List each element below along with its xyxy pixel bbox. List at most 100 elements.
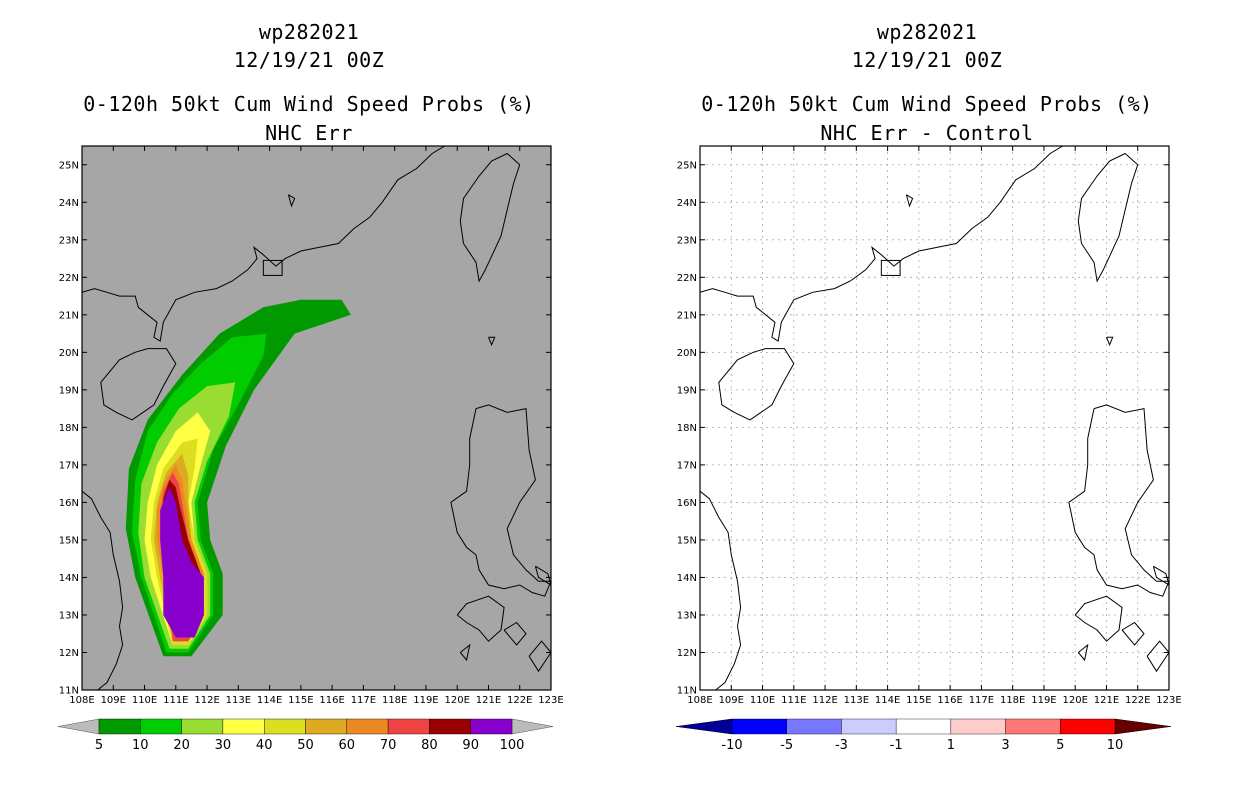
inset-box	[262, 259, 283, 276]
lon-tick-label: 110E	[750, 695, 775, 706]
lon-tick-label: 122E	[507, 695, 532, 706]
colorbar-label: -10	[721, 738, 742, 753]
coastline	[450, 404, 551, 597]
product-title: 0-120h 50kt Cum Wind Speed Probs (%)	[83, 92, 535, 116]
coastline	[503, 621, 527, 646]
lat-tick-label: 17N	[59, 460, 79, 471]
lat-tick-label: 18N	[59, 423, 79, 434]
lat-tick-label: 20N	[59, 348, 79, 359]
lon-tick-label: 118E	[1000, 695, 1025, 706]
coastline	[700, 146, 1063, 342]
colorbar-swatch	[181, 718, 224, 735]
colorbar-label: 50	[297, 738, 314, 753]
colorbar-label: 80	[421, 738, 438, 753]
lon-tick-label: 115E	[288, 695, 313, 706]
lon-tick-label: 112E	[812, 695, 837, 706]
lon-tick-label: 120E	[444, 695, 469, 706]
colorbar-end-left	[57, 718, 100, 735]
lon-tick-label: 111E	[781, 695, 806, 706]
colorbar-swatch	[346, 718, 389, 735]
lon-tick-label: 109E	[101, 695, 126, 706]
colorbar-label: -1	[890, 738, 903, 753]
colorbar-swatch	[950, 718, 1006, 735]
coastline	[459, 643, 471, 662]
product-title: 0-120h 50kt Cum Wind Speed Probs (%)	[701, 92, 1153, 116]
colorbar-swatch	[98, 718, 141, 735]
colorbar-label: 70	[380, 738, 397, 753]
lon-tick-label: 123E	[538, 695, 563, 706]
coastline	[905, 194, 914, 208]
lon-tick-label: 117E	[969, 695, 994, 706]
lat-tick-label: 22N	[677, 273, 697, 284]
coastline	[700, 490, 742, 690]
colorbar-swatch	[222, 718, 265, 735]
coastline	[1074, 595, 1123, 642]
lat-tick-label: 16N	[677, 498, 697, 509]
map-frame	[699, 145, 1170, 691]
lon-tick-label: 116E	[319, 695, 344, 706]
colorbar-label: 5	[1056, 738, 1064, 753]
lat-tick-label: 12N	[677, 648, 697, 659]
coastline	[718, 348, 795, 421]
colorbar-swatch	[429, 718, 471, 735]
colorbar-label: -3	[835, 738, 848, 753]
coastline	[100, 348, 177, 421]
difference-map: 108E 109E 110E 111E 112E 113E 114E 115E 116E 117E…	[675, 145, 1182, 753]
lon-tick-label: 116E	[937, 695, 962, 706]
colorbar-label: 3	[1001, 738, 1009, 753]
coastline	[1146, 640, 1169, 673]
colorbar-end-right	[511, 718, 554, 735]
colorbar-swatch	[1060, 718, 1116, 735]
coastline	[1106, 336, 1114, 347]
map-background	[700, 146, 1169, 690]
colorbar-swatch	[841, 718, 897, 735]
lat-tick-label: 12N	[59, 648, 79, 659]
panel-subtitle: NHC Err - Control	[820, 121, 1034, 145]
storm-id: wp282021	[876, 20, 978, 44]
coastline	[1068, 404, 1169, 597]
lat-tick-label: 13N	[59, 610, 79, 621]
lat-tick-label: 21N	[59, 310, 79, 321]
lat-tick-label: 14N	[59, 573, 79, 584]
lat-tick-label: 19N	[59, 385, 79, 396]
map-frame	[81, 145, 552, 691]
panel-subtitle: NHC Err	[265, 121, 353, 145]
colorbar-swatch	[264, 718, 306, 735]
lat-tick-label: 15N	[59, 535, 79, 546]
lat-tick-label: 21N	[677, 310, 697, 321]
coastline	[528, 640, 551, 673]
colorbar-label: 60	[339, 738, 356, 753]
coastline	[488, 336, 496, 347]
colorbar-label: 5	[95, 738, 103, 753]
lon-tick-label: 120E	[1062, 695, 1087, 706]
colorbar-swatch	[140, 718, 182, 735]
lon-tick-label: 123E	[1156, 695, 1181, 706]
lon-tick-label: 119E	[413, 695, 438, 706]
wind-prob-map: 108E 109E 110E 111E 112E 113E 114E 115E 116E 117E…	[57, 145, 564, 753]
colorbar-end-left	[675, 718, 733, 735]
lat-tick-label: 15N	[677, 535, 697, 546]
map-layer	[700, 146, 1169, 690]
lat-tick-label: 18N	[677, 423, 697, 434]
coastline	[1152, 565, 1169, 586]
lon-tick-label: 121E	[476, 695, 501, 706]
colorbar-label: 1	[947, 738, 955, 753]
lon-tick-label: 118E	[382, 695, 407, 706]
colorbar-label: 40	[256, 738, 273, 753]
lon-tick-label: 119E	[1031, 695, 1056, 706]
panel-nhc-err: wp282021 12/19/21 00Z 0-120h 50kt Cum Wi…	[57, 20, 564, 753]
lon-tick-label: 110E	[132, 695, 157, 706]
lon-tick-label: 115E	[906, 695, 931, 706]
colorbar-swatch	[731, 718, 787, 735]
inset-box	[880, 259, 901, 276]
contour-90	[160, 487, 204, 638]
colorbar-swatch	[786, 718, 842, 735]
lon-tick-label: 113E	[226, 695, 251, 706]
coastline	[1121, 621, 1145, 646]
colorbar-label: 10	[1107, 738, 1124, 753]
lon-tick-label: 111E	[163, 695, 188, 706]
colorbar: 5 10 20 30 40 50 60 70 80 90 100	[57, 718, 554, 753]
lat-tick-label: 11N	[677, 686, 697, 697]
lon-tick-label: 113E	[844, 695, 869, 706]
datetime: 12/19/21 00Z	[233, 48, 385, 72]
